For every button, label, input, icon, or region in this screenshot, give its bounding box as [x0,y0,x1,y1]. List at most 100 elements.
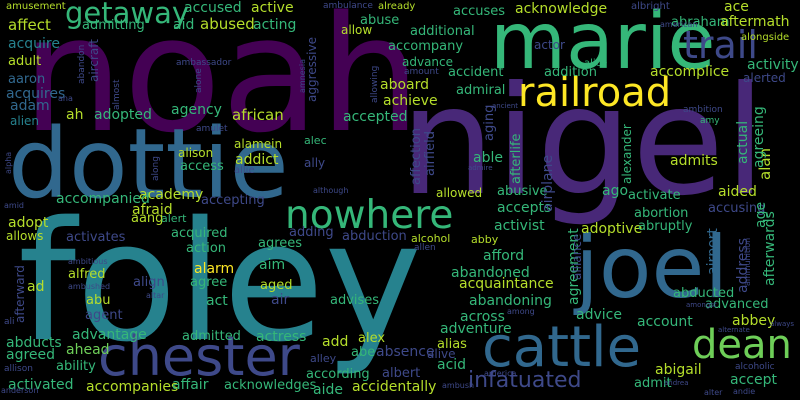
word-alien: alien [10,114,40,128]
word-academy: academy [139,187,204,203]
word-along: along [151,156,161,181]
word-ambushed: ambushed [68,282,111,291]
word-allen: allen [414,243,436,253]
word-affection: affection [409,128,424,185]
word-andrea: andrea [664,379,689,387]
word-alongside: alongside [741,32,790,43]
word-marie: marie [490,0,716,87]
word-additional: additional [410,24,475,39]
word-allowing: allowing [370,65,380,103]
word-admit: admit [634,376,672,391]
word-admitted: admitted [182,329,241,344]
word-accompanies: accompanies [86,379,179,395]
word-alexander: alexander [620,124,634,184]
word-accuses: accuses [453,4,506,19]
word-ambassador: ambassador [176,58,232,68]
word-abe: abe [351,345,376,360]
word-ambition: ambition [683,105,723,115]
word-admiral: admiral [456,83,506,98]
word-alcohol: alcohol [411,232,451,245]
word-aided: aided [718,184,757,200]
word-acknowledge: acknowledge [515,1,608,17]
word-acid: acid [437,357,467,373]
word-although: although [313,186,349,195]
word-ah: ah [66,107,84,123]
word-accomplice: accomplice [650,64,730,80]
word-acting: acting [253,17,297,33]
word-ambitious: ambitious [68,257,108,266]
word-accompanied: accompanied [56,191,150,207]
word-afterwards: afterwards [762,211,778,286]
word-activate: activate [628,188,681,203]
word-abducted: abducted [673,286,735,301]
word-aang: aang [131,211,164,226]
word-accept: accept [730,372,777,388]
word-aftermath: aftermath [720,14,790,30]
word-alley: alley [310,352,337,365]
word-adult: adult [8,54,42,69]
word-foley: foley [18,186,423,378]
word-activates: activates [66,230,126,245]
word-agent: agent [85,308,123,323]
word-dottie: dottie [8,108,289,220]
word-airport: airport [705,228,721,275]
word-achieve: achieve [383,93,438,109]
word-accident: accident [448,65,504,80]
word-acknowledges: acknowledges [224,378,317,393]
word-adam: adam [10,98,50,114]
word-almost: almost [112,79,122,110]
word-aged: aged [260,278,293,293]
word-ali: ali [4,317,15,327]
word-actor: actor [534,38,565,52]
word-ago: ago [602,183,629,199]
word-aide: aide [313,382,343,398]
word-allie: allie [234,165,255,176]
word-amid: amid [4,201,24,210]
word-nowhere: nowhere [285,193,454,238]
word-accompany: accompany [388,39,464,54]
word-railroad: railroad [518,70,672,116]
word-ace: ace [724,0,749,15]
word-among: among [507,307,535,316]
word-amulet: amulet [196,124,228,134]
word-advice: advice [576,307,622,323]
word-aaron: aaron [8,72,46,87]
word-joel: joel [575,218,729,318]
word-alive: alive [427,347,456,361]
word-abigail: abigail [655,362,702,378]
word-account: account [637,314,693,330]
word-accepting: accepting [201,193,265,208]
word-abandoning: abandoning [469,293,552,309]
word-airfield: airfield [423,131,438,176]
word-access: access [180,159,224,174]
word-dean: dean [692,322,792,368]
word-altar: altar [146,291,165,300]
word-allison: allison [4,364,33,374]
word-amusement: amusement [6,1,66,12]
word-ad: ad [27,279,45,295]
word-amount: amount [404,67,439,77]
word-aircraft: aircraft [87,39,101,82]
word-abandon: abandon [77,44,87,84]
word-acquired: acquired [171,226,228,241]
word-trail: trail [683,23,758,67]
word-ally: ally [304,156,326,170]
word-african: african [232,106,284,124]
word-abruptly: abruptly [638,219,693,234]
word-advanced: advanced [705,297,769,312]
word-agreed: agreed [6,347,56,363]
word-aim: aim [259,257,286,273]
word-chester: chester [98,325,300,388]
word-advantage: advantage [72,327,147,343]
word-ana: ana [58,94,73,103]
word-abby: abby [471,233,499,246]
word-alternate: alternate [718,326,750,334]
word-agreeing: agreeing [751,106,767,168]
word-abandoned: abandoned [451,265,530,281]
word-activated: activated [8,377,74,393]
word-allow: allow [341,23,373,37]
word-adding: adding [289,225,334,240]
word-adopted: adopted [94,107,152,123]
word-ancient: ancient [492,102,519,110]
